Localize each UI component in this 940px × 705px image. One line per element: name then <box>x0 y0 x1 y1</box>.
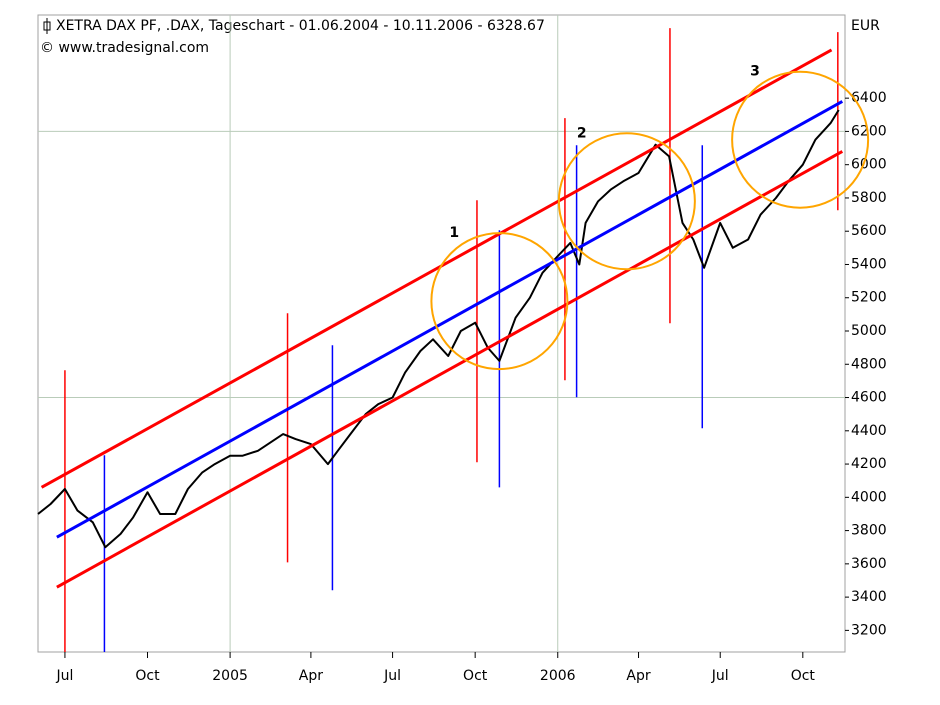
channel-line <box>56 100 844 539</box>
highlight-circle <box>557 132 696 271</box>
y-tick-label: 3800 <box>851 523 887 539</box>
y-tick-label: 5400 <box>851 256 887 272</box>
highlight-circle <box>731 70 870 209</box>
y-tick-label: 3200 <box>851 622 887 638</box>
x-tick-label: Apr <box>626 668 650 684</box>
y-tick-label: 4600 <box>851 390 887 406</box>
highlight-label: 3 <box>750 64 760 80</box>
chart-title: XETRA DAX PF, .DAX, Tageschart - 01.06.2… <box>56 18 545 34</box>
channel-line <box>40 48 833 489</box>
y-tick-label: 5000 <box>851 323 887 339</box>
plot-area <box>37 14 846 653</box>
x-tick-label: Jul <box>55 668 73 684</box>
chart-subtitle: © www.tradesignal.com <box>40 40 209 56</box>
x-tick-label: Jul <box>383 668 401 684</box>
x-tick-label: Apr <box>299 668 323 684</box>
y-tick-label: 5600 <box>851 223 887 239</box>
y-unit: EUR <box>851 18 880 34</box>
highlight-label: 1 <box>449 225 459 241</box>
y-tick-label: 5200 <box>851 290 887 306</box>
x-tick-label: Oct <box>791 668 816 684</box>
y-tick-label: 5800 <box>851 190 887 206</box>
x-tick-label: 2005 <box>212 668 248 684</box>
y-tick-label: 6400 <box>851 90 887 106</box>
y-tick-label: 6200 <box>851 123 887 139</box>
y-tick-label: 3400 <box>851 589 887 605</box>
x-tick-label: Oct <box>463 668 488 684</box>
y-tick-label: 4200 <box>851 456 887 472</box>
x-tick-label: 2006 <box>540 668 576 684</box>
x-tick-label: Oct <box>135 668 160 684</box>
channel-line <box>56 150 844 589</box>
y-tick-label: 6000 <box>851 157 887 173</box>
y-tick-label: 3600 <box>851 556 887 572</box>
y-tick-label: 4800 <box>851 356 887 372</box>
y-tick-label: 4000 <box>851 489 887 505</box>
icon <box>43 18 51 34</box>
y-tick-label: 4400 <box>851 423 887 439</box>
x-tick-label: Jul <box>711 668 729 684</box>
highlight-label: 2 <box>577 125 587 141</box>
highlight-circle <box>430 232 569 371</box>
price-line <box>37 109 840 549</box>
